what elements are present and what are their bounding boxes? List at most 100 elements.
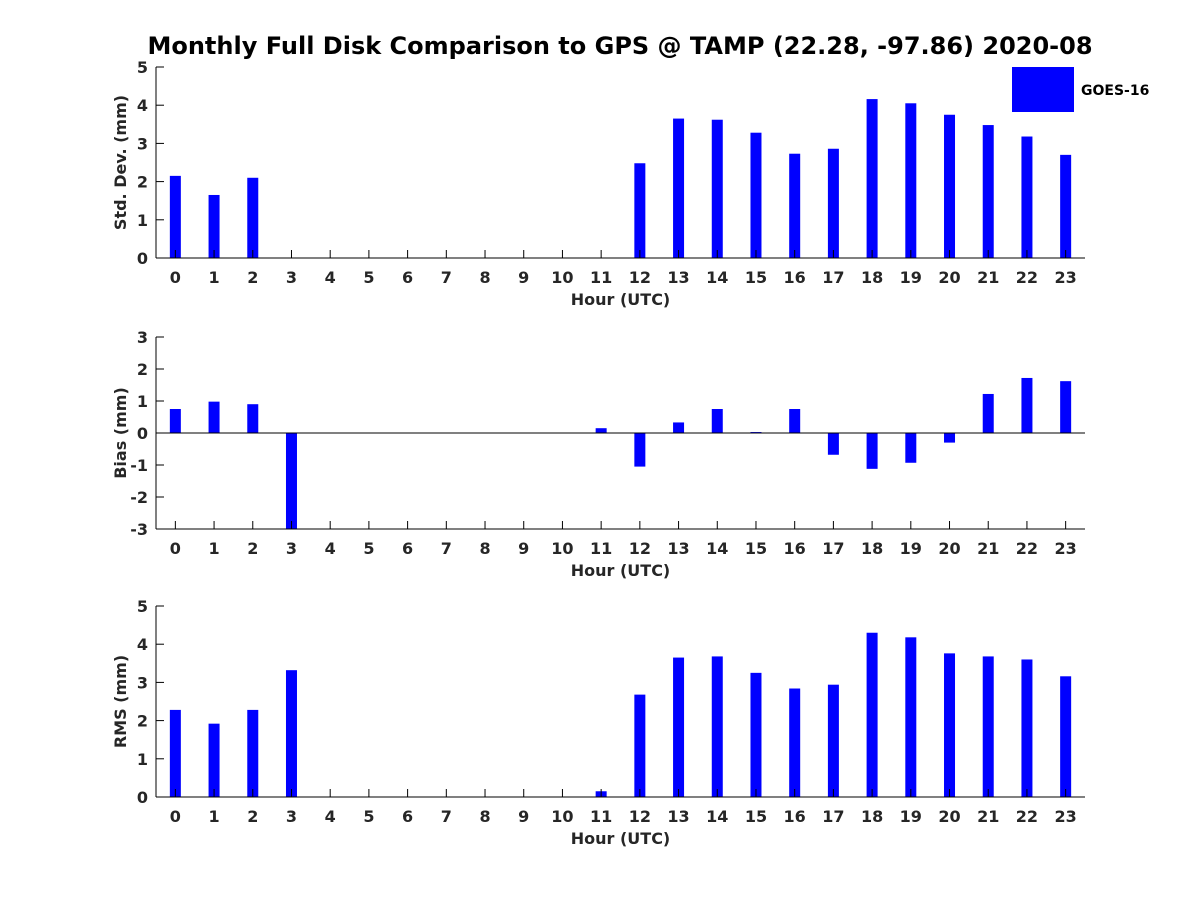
bias-x-tick-label: 20 <box>938 539 960 558</box>
bias-bar-17 <box>827 433 839 455</box>
bias-x-tick-label: 13 <box>667 539 689 558</box>
rms-bar-18 <box>866 632 878 797</box>
bias-bar-12 <box>634 433 646 467</box>
rms-x-tick-label: 16 <box>784 807 806 826</box>
rms-y-axis-label: RMS (mm) <box>111 655 130 748</box>
rms-bar-16 <box>789 688 801 797</box>
rms-x-tick-label: 19 <box>900 807 922 826</box>
stddev-y-tick-label: 0 <box>137 249 148 268</box>
rms-x-tick-label: 2 <box>247 807 258 826</box>
stddev-x-tick-label: 22 <box>1016 268 1038 287</box>
bias-bar-22 <box>1021 377 1033 433</box>
rms-x-tick-label: 9 <box>518 807 529 826</box>
bias-y-tick-label: 2 <box>137 360 148 379</box>
rms-x-tick-label: 0 <box>170 807 181 826</box>
stddev-x-tick-label: 15 <box>745 268 767 287</box>
bias-x-tick-label: 10 <box>551 539 573 558</box>
bias-y-tick-label: 3 <box>137 328 148 347</box>
stddev-x-tick-label: 18 <box>861 268 883 287</box>
bias-bar-20 <box>944 433 956 443</box>
stddev-bar-0 <box>169 175 181 258</box>
bias-bar-13 <box>673 422 685 433</box>
rms-x-tick-label: 14 <box>706 807 728 826</box>
rms-bar-22 <box>1021 659 1033 797</box>
bias-y-tick-label: -3 <box>130 520 148 539</box>
rms-bar-2 <box>247 709 259 797</box>
bias-x-tick-label: 0 <box>170 539 181 558</box>
stddev-bar-21 <box>982 125 994 258</box>
bias-x-tick-label: 5 <box>363 539 374 558</box>
rms-x-tick-label: 15 <box>745 807 767 826</box>
stddev-x-tick-label: 16 <box>784 268 806 287</box>
bias-x-tick-label: 1 <box>208 539 219 558</box>
bias-y-tick-label: 0 <box>137 424 148 443</box>
stddev-bar-14 <box>711 119 723 258</box>
stddev-x-tick-label: 23 <box>1055 268 1077 287</box>
rms-x-tick-label: 17 <box>822 807 844 826</box>
bias-bar-14 <box>711 409 723 433</box>
stddev-x-tick-label: 6 <box>402 268 413 287</box>
rms-x-tick-label: 23 <box>1055 807 1077 826</box>
bias-x-tick-label: 2 <box>247 539 258 558</box>
bias-x-tick-label: 18 <box>861 539 883 558</box>
stddev-bar-2 <box>247 177 259 258</box>
figure-title: Monthly Full Disk Comparison to GPS @ TA… <box>147 32 1092 60</box>
rms-x-tick-label: 3 <box>286 807 297 826</box>
bias-x-tick-label: 21 <box>977 539 999 558</box>
stddev-y-tick-label: 3 <box>137 134 148 153</box>
rms-x-tick-label: 5 <box>363 807 374 826</box>
rms-x-tick-label: 18 <box>861 807 883 826</box>
legend-swatch <box>1012 67 1074 112</box>
bias-bar-3 <box>285 433 297 529</box>
stddev-x-tick-label: 8 <box>479 268 490 287</box>
stddev-bar-13 <box>673 118 685 258</box>
stddev-x-tick-label: 21 <box>977 268 999 287</box>
bias-x-tick-label: 4 <box>325 539 336 558</box>
bias-x-tick-label: 15 <box>745 539 767 558</box>
stddev-x-tick-label: 14 <box>706 268 728 287</box>
bias-y-tick-label: -1 <box>130 456 148 475</box>
stddev-bar-22 <box>1021 136 1033 258</box>
bias-y-tick-label: 1 <box>137 392 148 411</box>
bias-bar-0 <box>169 409 181 433</box>
rms-bar-20 <box>944 653 956 797</box>
stddev-x-tick-label: 10 <box>551 268 573 287</box>
stddev-y-tick-label: 4 <box>137 96 148 115</box>
stddev-y-axis-label: Std. Dev. (mm) <box>111 95 130 230</box>
stddev-x-tick-label: 20 <box>938 268 960 287</box>
stddev-bar-17 <box>827 148 839 258</box>
bias-x-tick-label: 12 <box>629 539 651 558</box>
rms-bar-19 <box>905 637 917 797</box>
stddev-x-tick-label: 19 <box>900 268 922 287</box>
stddev-x-axis-label: Hour (UTC) <box>571 290 671 309</box>
rms-x-tick-label: 21 <box>977 807 999 826</box>
bias-x-tick-label: 22 <box>1016 539 1038 558</box>
stddev-bar-12 <box>634 163 646 258</box>
bias-x-tick-label: 23 <box>1055 539 1077 558</box>
bias-bar-19 <box>905 433 917 463</box>
stddev-bar-20 <box>944 114 956 258</box>
stddev-bar-1 <box>208 194 220 258</box>
stddev-x-tick-label: 2 <box>247 268 258 287</box>
bias-x-tick-label: 3 <box>286 539 297 558</box>
bias-bar-11 <box>595 428 607 433</box>
bias-bar-16 <box>789 409 801 433</box>
rms-x-tick-label: 20 <box>938 807 960 826</box>
rms-x-tick-label: 6 <box>402 807 413 826</box>
bias-x-tick-label: 16 <box>784 539 806 558</box>
rms-y-tick-label: 0 <box>137 788 148 807</box>
rms-x-tick-label: 1 <box>208 807 219 826</box>
bias-bar-21 <box>982 393 994 433</box>
stddev-y-tick-label: 1 <box>137 211 148 230</box>
bias-x-tick-label: 7 <box>441 539 452 558</box>
rms-bar-0 <box>169 709 181 797</box>
rms-y-tick-label: 2 <box>137 712 148 731</box>
rms-y-tick-label: 1 <box>137 750 148 769</box>
stddev-bar-18 <box>866 99 878 258</box>
stddev-x-tick-label: 17 <box>822 268 844 287</box>
stddev-x-tick-label: 5 <box>363 268 374 287</box>
rms-bar-13 <box>673 657 685 797</box>
